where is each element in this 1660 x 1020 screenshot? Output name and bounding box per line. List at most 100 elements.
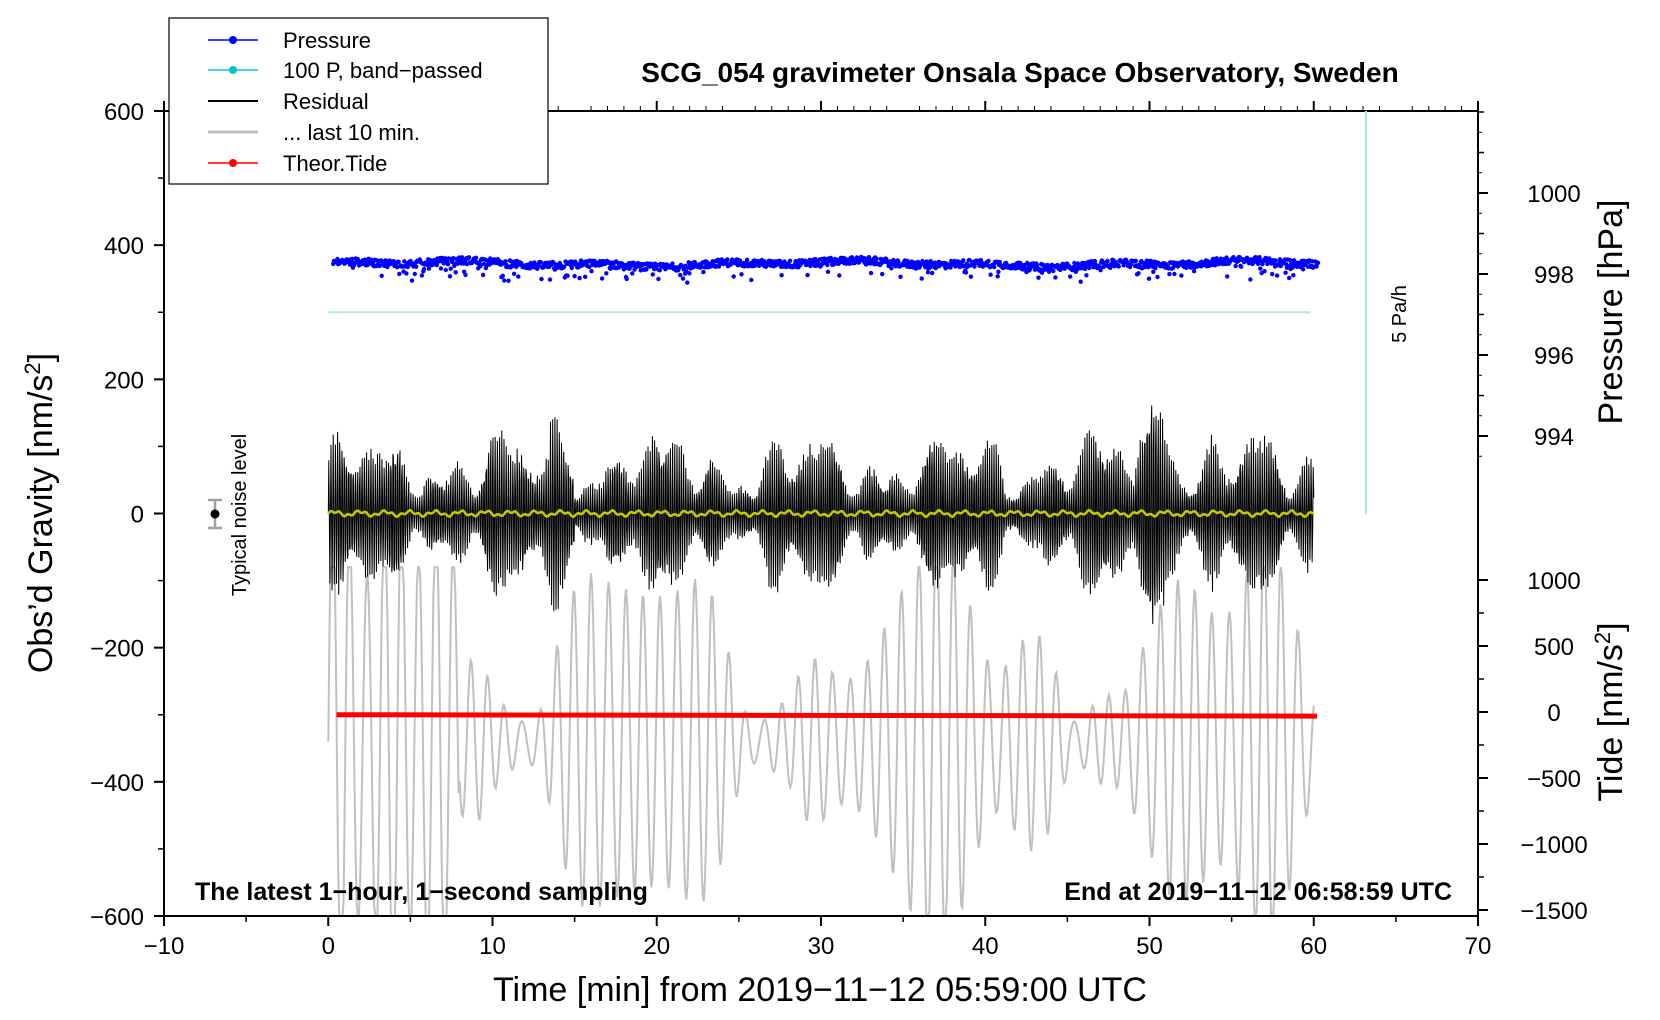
pressure-point [896,259,901,265]
y-tick-label: 600 [104,99,144,126]
pressure-point [583,274,588,279]
x-tick-label: 0 [322,933,335,960]
pressure-point [889,266,894,271]
pressure-point [787,258,793,263]
pressure-point [928,259,933,264]
pressure-point [898,274,903,279]
pressure-point [687,271,692,276]
pressure-point [1255,261,1261,266]
gravity-series-layer [327,311,1318,917]
pressure-point [995,274,1000,279]
pressure-point [377,263,382,269]
pressure-point [503,259,508,264]
pressure-point [1286,275,1292,281]
pressure-point [438,266,444,271]
pressure-point [506,278,511,283]
pressure-point [1155,274,1160,280]
pressure-point [578,258,584,263]
pressure-point [825,262,830,268]
pressure-point [478,264,483,269]
pressure-point [805,272,810,278]
pressure-point [1270,271,1275,277]
pressure-point [1051,268,1056,274]
pressure-point [678,272,683,278]
pressure-tick-label: 994 [1534,424,1574,451]
pressure-point [779,273,784,278]
x-tick-label: 70 [1465,933,1492,960]
x-tick-label: 50 [1136,933,1163,960]
theoretical-tide-line [336,712,1318,719]
pressure-point [925,270,931,275]
ticks-layer: −10 0 10 20 30 40 50 60 70 600 400 200 0 −200 −400 −600… [90,99,1588,960]
pressure-point [880,271,885,277]
svg-text:100 P, band−passed: 100 P, band−passed [283,58,483,83]
pressure-point [396,259,401,264]
pressure-point [1301,267,1306,272]
pressure-point [426,266,432,271]
pressure-point [511,271,517,276]
pressure-point [1136,271,1141,276]
pressure-point [656,276,661,282]
pressure-point [685,280,690,285]
pressure-point [919,276,924,281]
y-tick-label: −400 [90,770,144,797]
pressure-point [963,270,969,275]
pressure-point [547,277,553,282]
plot-frame [163,110,1479,917]
pressure-point [1274,273,1280,278]
pressure-point [447,274,453,279]
end-time-annotation: End at 2019−11−12 06:58:59 UTC [1064,878,1452,906]
x-tick-label: 60 [1300,933,1327,960]
pressure-point [1273,258,1278,263]
pressure-point [516,274,521,279]
pressure-point [650,272,655,277]
pressure-point [414,264,419,269]
pressure-point [854,255,860,260]
pressure-point [1146,276,1152,281]
pressure-point [1084,273,1089,278]
pressure-point [988,272,993,277]
pressure-tick-label: 1000 [1527,181,1580,208]
pressure-point [1179,273,1184,278]
pressure-point [1191,269,1197,274]
pressure-point [825,269,831,274]
pressure-point [569,265,574,271]
legend-item-residual: Residual [208,89,369,114]
pressure-point [1233,263,1238,269]
pressure-point [680,276,686,281]
pressure-point [1236,258,1241,263]
pressure-point [374,258,379,263]
pressure-point [500,273,505,278]
legend-item-last10: ... last 10 min. [208,120,420,145]
pressure-point [536,263,541,268]
pressure-point [739,272,744,277]
y-tick-label: −200 [90,636,144,663]
y-tick-label: 400 [104,233,144,260]
pressure-point [473,255,479,260]
tide-axis-label: Tide [nm/s2] [1590,622,1630,801]
pressure-point [1128,262,1133,267]
pressure-point [657,268,662,273]
pressure-point [419,273,425,278]
pressure-point [409,278,415,283]
pressure-point [350,256,355,262]
tide-tick-label: 0 [1547,700,1560,727]
rate-label: 5 Pa/h [1389,285,1411,343]
pressure-point [1287,257,1293,263]
pressure-point [948,265,953,270]
pressure-point [782,259,787,264]
pressure-point [1121,263,1126,268]
pressure-point [1291,273,1296,278]
pressure-point [744,257,750,262]
pressure-point [434,262,439,268]
legend-item-bandpassed: 100 P, band−passed [208,58,483,83]
x-tick-label: −10 [144,933,185,960]
pressure-point [731,274,736,279]
y-axis-label-left: Obs’d Gravity [nm/s2] [20,353,60,673]
pressure-point [930,270,935,276]
pressure-point [404,271,409,276]
pressure-point [1225,274,1230,279]
pressure-point [1133,258,1138,263]
pressure-point [1283,270,1288,275]
